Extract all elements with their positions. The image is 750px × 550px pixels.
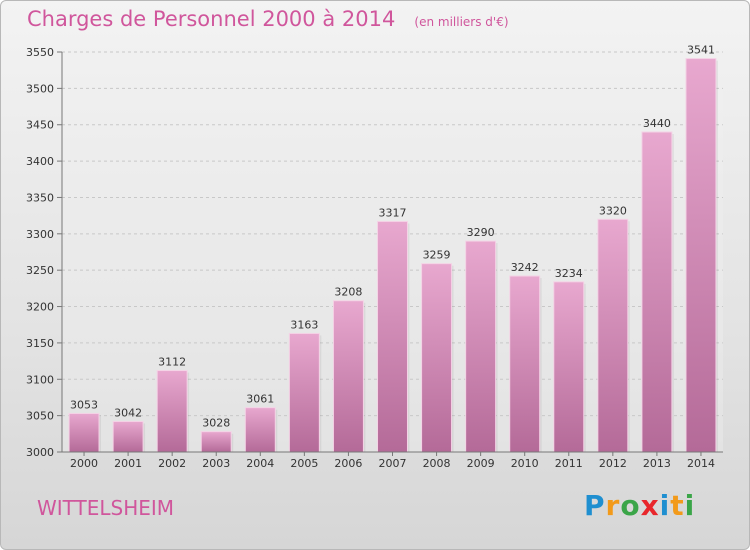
bar-2008 (421, 263, 453, 453)
x-tick-label: 2007 (379, 457, 407, 470)
y-tick-label: 3200 (26, 301, 54, 314)
bar-2002 (156, 370, 188, 453)
bar-2011 (553, 281, 585, 453)
y-tick-label: 3350 (26, 191, 54, 204)
commune-name: WITTELSHEIM (37, 496, 175, 520)
y-tick-label: 3450 (26, 119, 54, 132)
y-tick-label: 3000 (26, 446, 54, 459)
proxiti-logo: Proxiti (584, 489, 695, 522)
bar-2014 (685, 58, 717, 453)
x-tick-label: 2014 (687, 457, 715, 470)
y-tick-label: 3500 (26, 82, 54, 95)
logo-letter: P (584, 489, 606, 522)
bar-2005 (288, 332, 320, 453)
x-tick-label: 2011 (555, 457, 583, 470)
y-tick-label: 3400 (26, 155, 54, 168)
data-label: 3290 (467, 226, 495, 239)
title-row: Charges de Personnel 2000 à 2014 (en mil… (27, 7, 509, 31)
bar-2013 (641, 131, 673, 453)
data-label: 3053 (70, 398, 98, 411)
bar-2000 (68, 412, 100, 453)
x-tick-label: 2004 (246, 457, 274, 470)
data-label: 3208 (334, 286, 362, 299)
bar-layer: 3053 3042 3112 3028 3061 3163 3208 3317 3259 3290… (68, 44, 718, 453)
data-label: 3317 (379, 206, 407, 219)
bar-2007 (377, 220, 408, 453)
x-tick-label: 2008 (423, 457, 451, 470)
data-label: 3242 (511, 261, 539, 274)
data-label: 3028 (202, 417, 230, 430)
logo-letter: x (640, 489, 660, 522)
x-tick-label: 2003 (202, 457, 230, 470)
y-tick-label: 3550 (26, 46, 54, 59)
data-label: 3259 (423, 249, 451, 262)
data-label: 3163 (290, 318, 318, 331)
y-tick-label: 3150 (26, 337, 54, 350)
bar-2001 (112, 420, 144, 453)
logo-letter: i (684, 489, 696, 522)
data-label: 3541 (687, 44, 715, 57)
bar-2004 (244, 407, 276, 453)
x-tick-label: 2012 (599, 457, 627, 470)
logo-letter: i (659, 489, 671, 522)
x-tick-label: 2001 (114, 457, 142, 470)
data-label: 3061 (246, 393, 274, 406)
data-label: 3320 (599, 204, 627, 217)
data-label: 3440 (643, 117, 671, 130)
bar-2009 (465, 240, 497, 453)
y-tick-label: 3050 (26, 410, 54, 423)
logo-letter: o (620, 489, 641, 522)
x-tick-label: 2009 (467, 457, 495, 470)
x-tick-label: 2005 (290, 457, 318, 470)
x-tick-label: 2013 (643, 457, 671, 470)
axis-layer: 3000 3050 3100 3150 3200 3250 3300 3350 3400 3450… (26, 46, 723, 470)
x-tick-label: 2002 (158, 457, 186, 470)
y-tick-label: 3300 (26, 228, 54, 241)
data-label: 3042 (114, 406, 142, 419)
data-label: 3112 (158, 356, 186, 369)
bar-2003 (200, 431, 232, 453)
y-tick-label: 3250 (26, 264, 54, 277)
chart-subtitle: (en milliers d'€) (414, 15, 509, 29)
logo-letter: r (605, 489, 621, 522)
x-tick-label: 2000 (70, 457, 98, 470)
logo-letter: t (670, 489, 685, 522)
bar-2006 (332, 300, 364, 453)
x-tick-label: 2010 (511, 457, 539, 470)
y-tick-label: 3100 (26, 373, 54, 386)
data-label: 3234 (555, 267, 583, 280)
bar-2012 (597, 218, 629, 453)
bar-2010 (509, 275, 541, 453)
chart-title: Charges de Personnel 2000 à 2014 (27, 7, 396, 31)
x-tick-label: 2006 (334, 457, 362, 470)
